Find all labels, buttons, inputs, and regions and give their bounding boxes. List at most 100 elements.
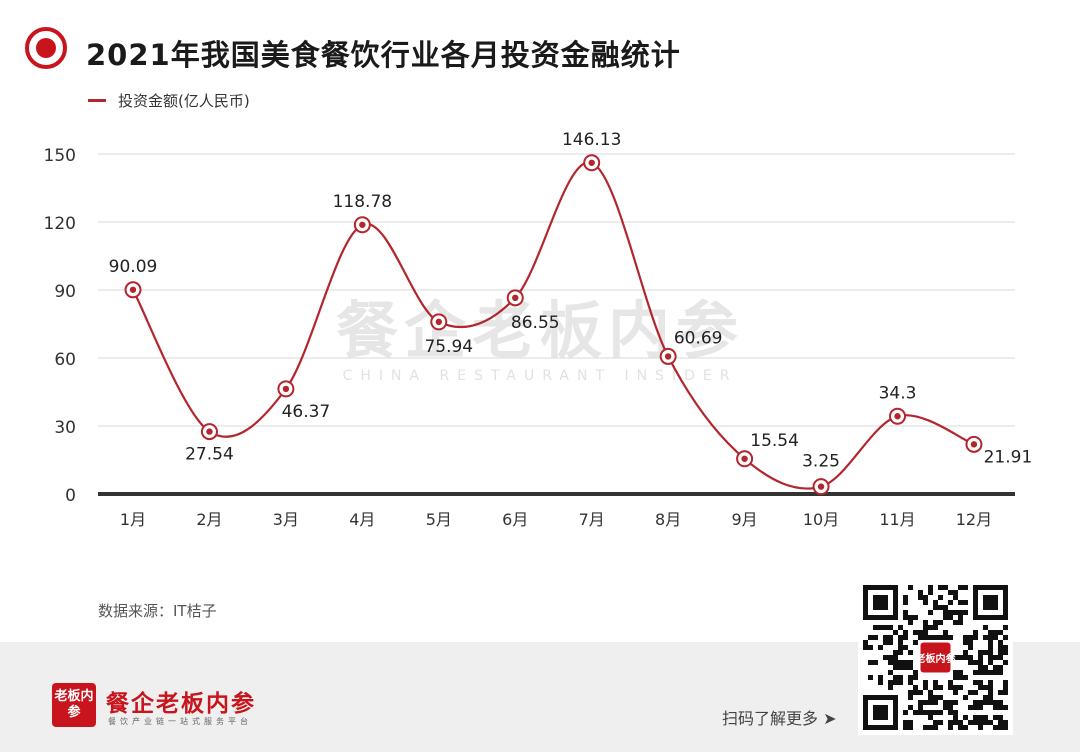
qr-module (948, 725, 953, 730)
qr-module (943, 635, 948, 640)
qr-module (958, 685, 963, 690)
qr-module (998, 670, 1003, 675)
qr-module (968, 690, 973, 695)
title-icon (25, 27, 67, 69)
qr-module (953, 720, 958, 725)
qr-module (868, 660, 873, 665)
qr-module (893, 665, 898, 670)
qr-module (953, 715, 958, 720)
qr-module (953, 595, 958, 600)
qr-module (1003, 635, 1008, 640)
qr-module (903, 720, 908, 725)
qr-module (883, 625, 888, 630)
qr-module (888, 680, 893, 685)
qr-module (958, 675, 963, 680)
qr-module (933, 695, 938, 700)
qr-module (963, 585, 968, 590)
qr-module (868, 675, 873, 680)
qr-module (908, 725, 913, 730)
qr-module (933, 685, 938, 690)
qr-module (893, 675, 898, 680)
qr-module (943, 705, 948, 710)
qr-module (938, 605, 943, 610)
qr-module (918, 630, 923, 635)
y-tick-label: 150 (44, 146, 76, 166)
qr-module (948, 635, 953, 640)
qr-module (908, 620, 913, 625)
qr-module (978, 660, 983, 665)
qr-module (988, 640, 993, 645)
qr-module (998, 655, 1003, 660)
data-point (512, 294, 519, 302)
qr-module (948, 720, 953, 725)
qr-finder-core (873, 705, 888, 720)
qr-module (903, 635, 908, 640)
qr-module (903, 600, 908, 605)
qr-module (928, 725, 933, 730)
qr-center-logo (920, 642, 951, 673)
qr-module (898, 640, 903, 645)
qr-module (998, 720, 1003, 725)
qr-module (898, 665, 903, 670)
data-label: 3.25 (802, 452, 840, 472)
qr-module (923, 635, 928, 640)
qr-module (988, 695, 993, 700)
qr-module (893, 660, 898, 665)
qr-module (918, 595, 923, 600)
qr-module (968, 705, 973, 710)
data-source: 数据来源：IT桔子 (98, 602, 217, 620)
qr-module (898, 675, 903, 680)
qr-module (913, 710, 918, 715)
qr-module (923, 630, 928, 635)
qr-module (953, 590, 958, 595)
qr-module (963, 715, 968, 720)
qr-module (903, 610, 908, 615)
qr-module (928, 690, 933, 695)
qr-module (888, 670, 893, 675)
qr-module (933, 635, 938, 640)
qr-module (988, 655, 993, 660)
qr-module (983, 715, 988, 720)
qr-module (873, 625, 878, 630)
y-tick-label: 60 (54, 350, 76, 370)
x-tick-label: 11月 (879, 510, 915, 529)
qr-module (928, 625, 933, 630)
qr-module (903, 725, 908, 730)
qr-module (903, 630, 908, 635)
qr-module (963, 675, 968, 680)
qr-module (963, 610, 968, 615)
qr-module (938, 635, 943, 640)
qr-module (908, 615, 913, 620)
qr-module (998, 630, 1003, 635)
qr-module (968, 645, 973, 650)
qr-module (898, 625, 903, 630)
qr-module (978, 655, 983, 660)
scan-more-link[interactable]: 扫码了解更多 ➤ (722, 705, 837, 729)
qr-module (993, 705, 998, 710)
x-tick-label: 10月 (803, 510, 839, 529)
qr-module (908, 650, 913, 655)
qr-module (878, 675, 883, 680)
qr-module (983, 670, 988, 675)
qr-module (1003, 725, 1008, 730)
qr-code[interactable]: 老板内参 (858, 580, 1013, 735)
qr-module (1003, 660, 1008, 665)
qr-module (888, 625, 893, 630)
qr-module (943, 615, 948, 620)
qr-module (968, 635, 973, 640)
qr-module (888, 660, 893, 665)
qr-module (908, 720, 913, 725)
qr-module (953, 710, 958, 715)
qr-module (903, 595, 908, 600)
qr-module (1003, 690, 1008, 695)
x-tick-label: 5月 (426, 510, 452, 529)
qr-module (998, 650, 1003, 655)
qr-module (938, 710, 943, 715)
data-point (206, 428, 213, 435)
y-tick-label: 120 (44, 214, 76, 234)
qr-module (888, 635, 893, 640)
x-tick-label: 6月 (502, 510, 528, 529)
qr-module (923, 680, 928, 685)
qr-module (963, 600, 968, 605)
